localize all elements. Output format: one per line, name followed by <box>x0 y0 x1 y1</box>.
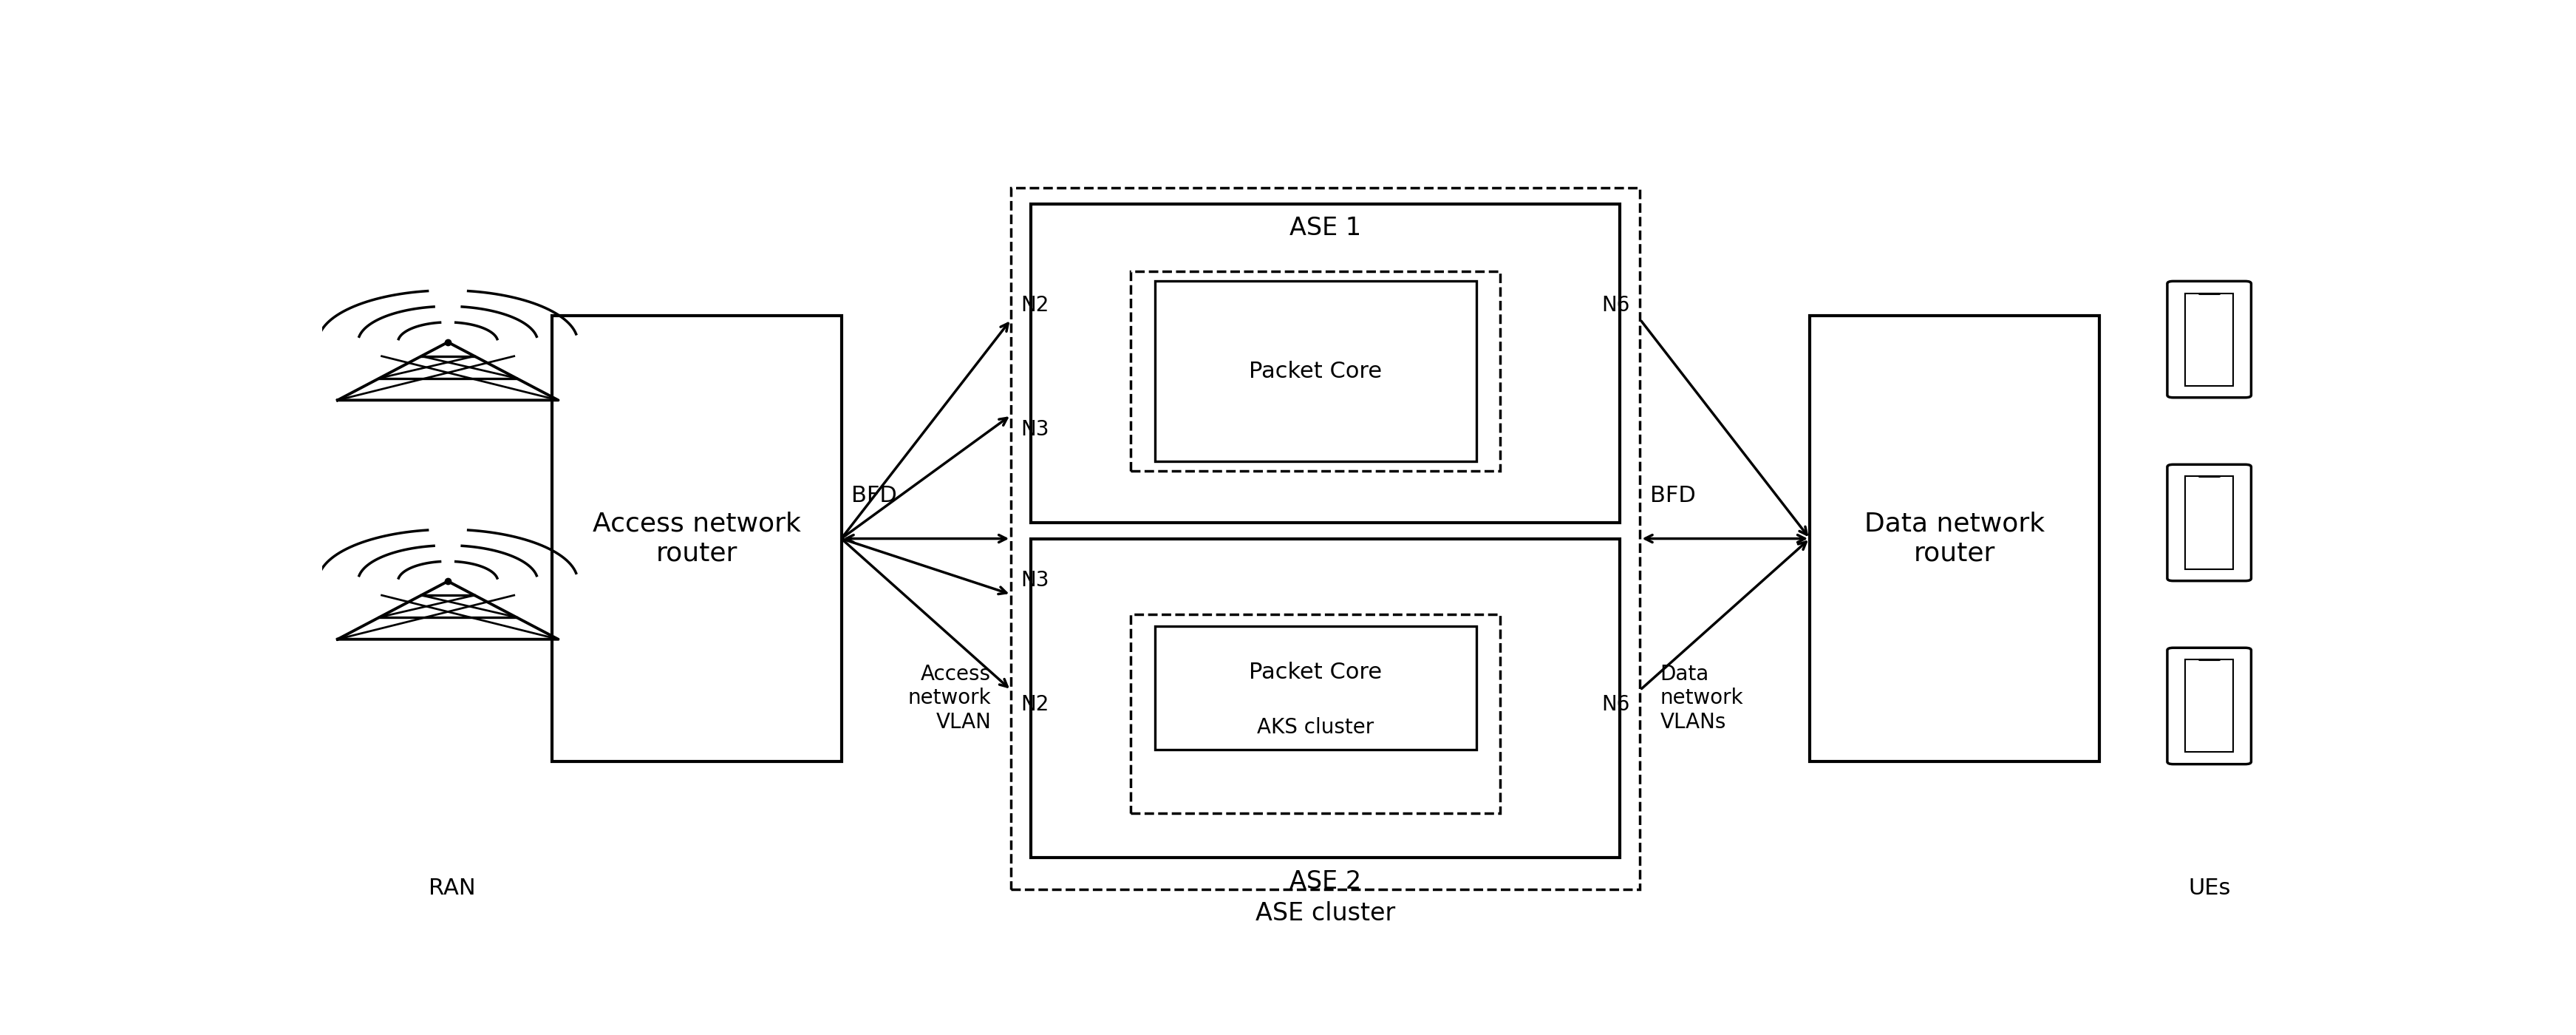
Text: BFD: BFD <box>850 485 896 507</box>
Bar <box>1808 316 2099 762</box>
Bar <box>2184 476 2233 569</box>
Text: BFD: BFD <box>1649 485 1695 507</box>
FancyBboxPatch shape <box>2166 282 2251 397</box>
Bar <box>2184 293 2233 386</box>
Bar <box>551 316 842 762</box>
Text: N3: N3 <box>1020 569 1048 590</box>
Bar <box>1154 282 1476 462</box>
Text: Access
network
VLAN: Access network VLAN <box>907 663 992 733</box>
Text: Data network
router: Data network router <box>1865 511 2045 566</box>
Text: N2: N2 <box>1020 694 1048 715</box>
Text: Packet Core: Packet Core <box>1249 661 1381 683</box>
Text: N2: N2 <box>1020 295 1048 316</box>
Text: AKS cluster: AKS cluster <box>1257 717 1373 738</box>
Text: N6: N6 <box>1602 694 1631 715</box>
Text: UEs: UEs <box>2187 878 2231 898</box>
Bar <box>1131 271 1499 471</box>
Bar <box>1030 538 1620 857</box>
Text: N3: N3 <box>1020 419 1048 440</box>
Text: RAN: RAN <box>428 878 474 898</box>
Text: N6: N6 <box>1602 295 1631 316</box>
FancyBboxPatch shape <box>2166 648 2251 764</box>
Bar <box>1010 188 1638 889</box>
Bar <box>1131 615 1499 814</box>
Text: ASE 2: ASE 2 <box>1288 869 1360 894</box>
Bar <box>2184 659 2233 752</box>
FancyBboxPatch shape <box>2166 465 2251 581</box>
Text: Access network
router: Access network router <box>592 511 801 566</box>
Bar <box>1154 626 1476 749</box>
Text: Data
network
VLANs: Data network VLANs <box>1659 663 1744 733</box>
Text: ASE cluster: ASE cluster <box>1255 901 1396 925</box>
Bar <box>1030 204 1620 523</box>
Text: ASE 1: ASE 1 <box>1291 216 1360 240</box>
Text: Packet Core: Packet Core <box>1249 360 1381 382</box>
